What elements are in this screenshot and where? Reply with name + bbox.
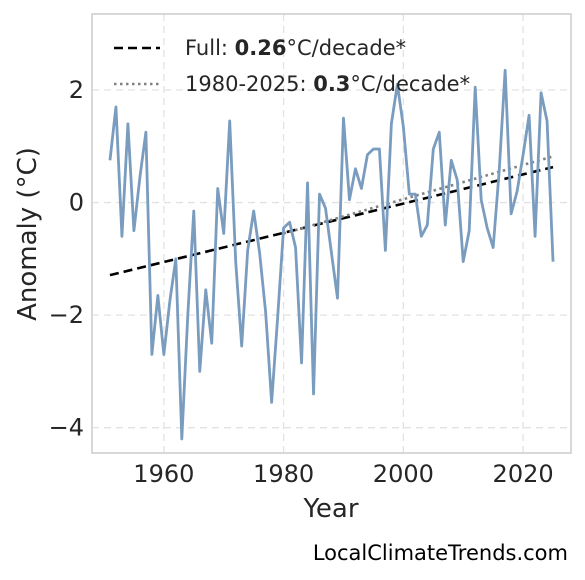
- x-axis-label: Year: [302, 494, 358, 524]
- legend: Full: 0.26°C/decade* 1980-2025: 0.3°C/dec…: [114, 36, 470, 96]
- anomaly-series-line: [108, 68, 555, 441]
- y-tick-label: −2: [49, 301, 84, 329]
- x-tick-label: 2000: [373, 460, 434, 488]
- y-axis-label: Anomaly (°C): [13, 147, 43, 321]
- y-tick-label: −4: [49, 414, 84, 442]
- y-tick-label: 0: [69, 189, 84, 217]
- x-tick-label: 1960: [133, 460, 194, 488]
- y-tick-labels: −4 −2 0 2: [49, 76, 84, 442]
- legend-entry: 1980-2025: 0.3°C/decade*: [185, 72, 470, 96]
- x-tick-labels: 1960 1980 2000 2020: [133, 460, 553, 488]
- plot-area: [92, 14, 571, 453]
- recent-trend-line: [283, 155, 554, 235]
- y-tick-label: 2: [69, 76, 84, 104]
- legend-entry: Full: 0.26°C/decade*: [185, 36, 406, 60]
- plot-frame: [91, 13, 572, 454]
- watermark: LocalClimateTrends.com: [313, 541, 568, 565]
- x-tick-label: 1980: [253, 460, 314, 488]
- x-tick-label: 2020: [493, 460, 554, 488]
